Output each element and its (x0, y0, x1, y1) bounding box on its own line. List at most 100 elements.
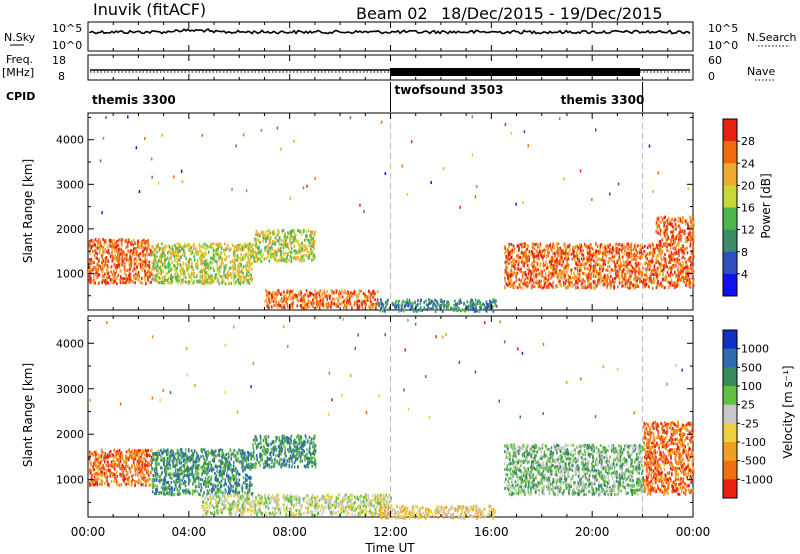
echo-cell (115, 464, 117, 467)
echo-cell (421, 308, 424, 312)
echo-cell (88, 258, 91, 262)
echo-cell (617, 264, 619, 268)
echo-cell (121, 279, 124, 283)
echo-cell (203, 466, 206, 470)
echo-cell (594, 261, 597, 265)
echo-cell (537, 285, 539, 289)
echo-cell (96, 471, 99, 475)
echo-cell (242, 244, 244, 248)
freq-tick-bottom: 8 (58, 70, 65, 83)
echo-cell (140, 265, 142, 269)
echo-cell (556, 257, 558, 261)
echo-cell (142, 266, 144, 270)
echo-cell (340, 303, 342, 306)
echo-cell (677, 283, 680, 287)
echo-cell (246, 281, 249, 285)
echo-cell (290, 237, 293, 240)
echo-cell (583, 272, 586, 276)
echo-cell (103, 474, 106, 478)
echo-cell (372, 306, 374, 310)
echo-cell (180, 169, 183, 173)
echo-cell (372, 304, 375, 308)
echo-cell (685, 275, 688, 279)
echo-cell (183, 272, 185, 276)
echo-cell (215, 260, 218, 264)
echo-cell (463, 301, 465, 305)
echo-cell (671, 283, 674, 287)
echo-cell (125, 483, 127, 486)
echo-cell (272, 291, 274, 294)
echo-cell (649, 264, 652, 268)
echo-cell (576, 271, 579, 275)
echo-cell (126, 245, 129, 248)
echo-cell (115, 248, 117, 252)
echo-cell (367, 289, 370, 293)
echo-cell (242, 276, 245, 280)
echo-cell (116, 240, 118, 244)
echo-cell (92, 265, 95, 269)
echo-cell (128, 263, 131, 267)
echo-cell (284, 232, 286, 236)
echo-cell (297, 243, 300, 246)
echo-cell (589, 268, 591, 272)
echo-cell (597, 279, 599, 283)
echo-cell (413, 307, 416, 311)
echo-cell (533, 285, 535, 288)
echo-cell (92, 250, 95, 254)
echo-cell (682, 269, 684, 273)
echo-cell (372, 302, 375, 306)
echo-cell (678, 277, 680, 281)
echo-cell (312, 301, 315, 305)
echo-cell (525, 273, 527, 277)
echo-cell (429, 299, 431, 302)
echo-cell (365, 298, 368, 302)
echo-cell (201, 259, 204, 263)
echo-cell (116, 265, 119, 269)
echo-cell (288, 232, 290, 236)
echo-cell (565, 253, 568, 257)
echo-cell (177, 258, 179, 262)
echo-cell (91, 268, 94, 272)
echo-cell (576, 257, 579, 261)
echo-cell (304, 247, 307, 251)
echo-cell (146, 259, 148, 263)
echo-cell (341, 289, 343, 293)
echo-cell (106, 468, 108, 472)
echo-cell (255, 233, 257, 237)
echo-cell (538, 279, 541, 283)
echo-cell (135, 268, 137, 272)
nsky-trace (89, 27, 691, 35)
echo-cell (249, 242, 251, 246)
echo-cell (552, 242, 555, 246)
echo-cell (119, 238, 121, 242)
echo-cell (664, 215, 666, 219)
echo-cell (537, 245, 539, 249)
echo-cell (594, 269, 596, 273)
echo-cell (283, 245, 286, 249)
echo-cell (360, 289, 362, 293)
echo-cell (672, 264, 674, 267)
echo-cell (682, 229, 685, 233)
echo-cell (403, 307, 406, 311)
echo-cell (539, 242, 542, 246)
echo-cell (580, 253, 582, 257)
echo-cell (352, 292, 354, 295)
echo-cell (452, 307, 454, 311)
echo-cell (274, 249, 276, 253)
echo-cell (125, 459, 127, 463)
echo-cell (507, 272, 510, 276)
echo-cell (120, 450, 123, 454)
echo-cell (117, 464, 119, 468)
echo-cell (118, 265, 121, 269)
echo-cell (267, 255, 269, 259)
echo-cell (283, 240, 286, 243)
echo-cell (128, 475, 130, 479)
echo-cell (677, 273, 680, 277)
echo-cell (626, 243, 629, 247)
echo-cell (201, 281, 203, 285)
echo-cell (623, 252, 626, 256)
echo-cell (231, 187, 233, 191)
echo-cell (111, 259, 113, 263)
echo-cell (264, 299, 267, 303)
echo-cell (585, 256, 588, 259)
